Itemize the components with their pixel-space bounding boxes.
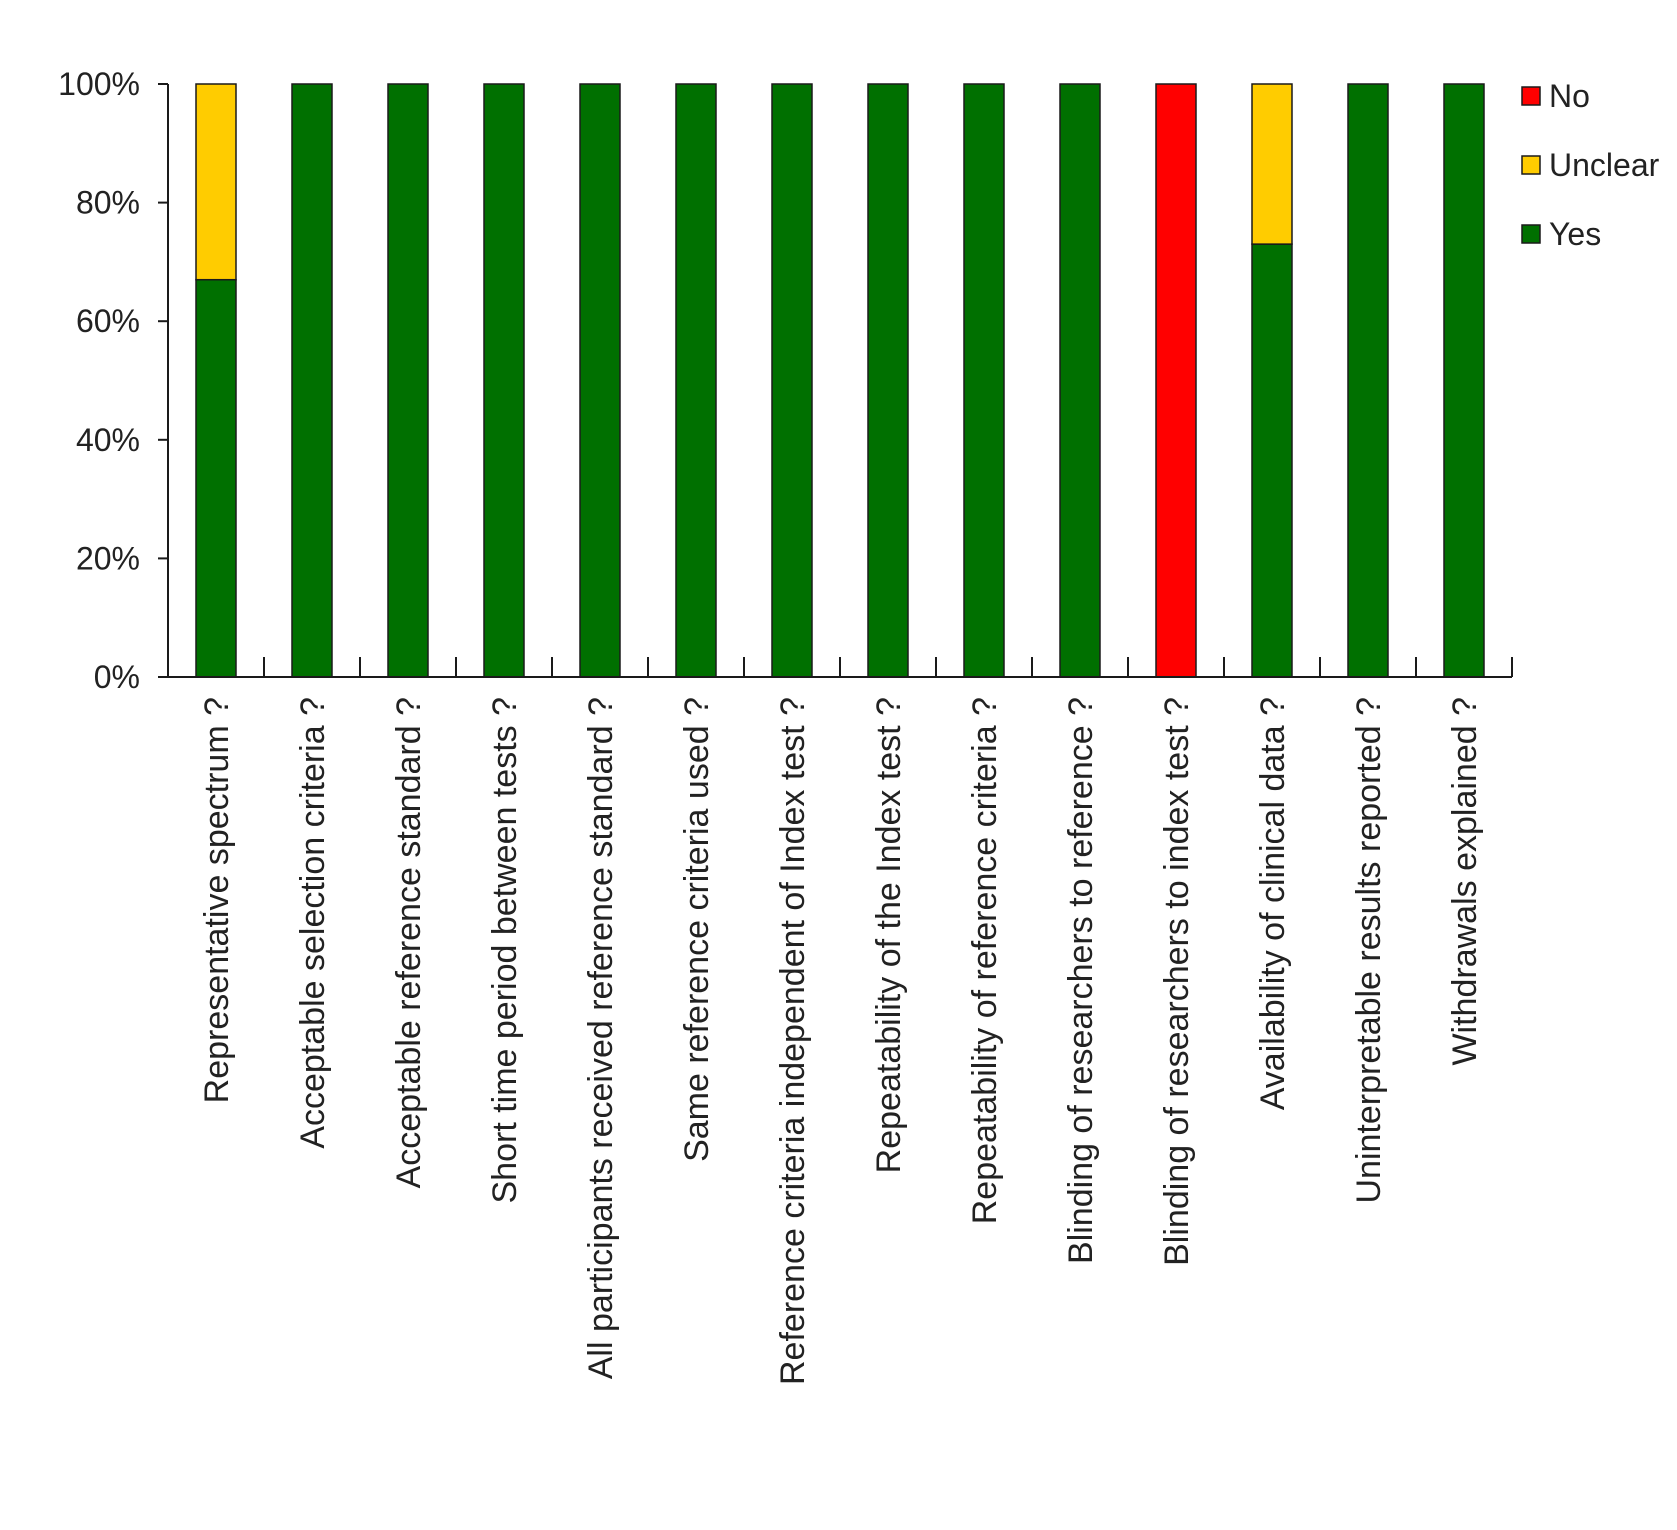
legend-label-no: No bbox=[1549, 78, 1590, 114]
category-label: Blinding of researchers to index test ? bbox=[1158, 697, 1196, 1266]
bar-yes-6 bbox=[675, 83, 717, 678]
legend-swatch-unclear bbox=[1521, 155, 1541, 175]
bar-yes-13 bbox=[1347, 83, 1389, 678]
category-label: Repeatability of the Index test ? bbox=[870, 697, 908, 1173]
y-tick-label: 100% bbox=[58, 66, 140, 102]
category-label: Acceptable selection criteria ? bbox=[294, 697, 332, 1149]
legend-item-no: No bbox=[1521, 78, 1590, 114]
bar-yes-9 bbox=[963, 83, 1005, 678]
bar-yes-7 bbox=[771, 83, 813, 678]
bar-yes-5 bbox=[579, 83, 621, 678]
category-label: Acceptable reference standard ? bbox=[390, 697, 428, 1188]
legend-swatch-yes bbox=[1521, 224, 1541, 244]
category-label: Same reference criteria used ? bbox=[678, 697, 716, 1162]
category-label: Uninterpretable results reported ? bbox=[1350, 697, 1388, 1204]
bar-unclear-12 bbox=[1251, 83, 1293, 245]
category-labels: Representative spectrum ? Acceptable sele… bbox=[198, 697, 1484, 1385]
y-tick-labels: 0% 20% 40% 60% 80% 100% bbox=[58, 66, 140, 695]
category-label: All participants received reference stan… bbox=[582, 697, 620, 1379]
y-tick-label: 40% bbox=[76, 422, 140, 458]
category-label: Reference criteria independent of Index … bbox=[774, 697, 812, 1385]
axes-layer bbox=[158, 83, 1513, 678]
legend-item-unclear: Unclear bbox=[1521, 147, 1660, 183]
bar-no-11 bbox=[1155, 83, 1197, 678]
legend-label-yes: Yes bbox=[1549, 216, 1601, 252]
legend-swatch-no bbox=[1521, 86, 1541, 106]
y-tick-label: 60% bbox=[76, 303, 140, 339]
bar-yes-10 bbox=[1059, 83, 1101, 678]
bar-yes-3 bbox=[387, 83, 429, 678]
bar-yes-2 bbox=[291, 83, 333, 678]
bar-yes-12 bbox=[1251, 243, 1293, 678]
category-label: Repeatability of reference criteria ? bbox=[966, 697, 1004, 1224]
category-label: Blinding of researchers to reference ? bbox=[1062, 697, 1100, 1264]
bar-yes-8 bbox=[867, 83, 909, 678]
category-label: Withdrawals explained ? bbox=[1446, 697, 1484, 1066]
y-tick-label: 20% bbox=[76, 540, 140, 576]
bar-yes-1 bbox=[195, 278, 237, 678]
y-tick-label: 0% bbox=[94, 659, 140, 695]
legend-label-unclear: Unclear bbox=[1549, 147, 1660, 183]
category-label: Availability of clinical data ? bbox=[1254, 697, 1292, 1110]
bar-yes-4 bbox=[483, 83, 525, 678]
category-label: Short time period between tests ? bbox=[486, 697, 524, 1204]
legend-item-yes: Yes bbox=[1521, 216, 1601, 252]
bar-yes-14 bbox=[1443, 83, 1485, 678]
category-label: Representative spectrum ? bbox=[198, 697, 236, 1103]
bar-unclear-1 bbox=[195, 83, 237, 281]
y-tick-label: 80% bbox=[76, 185, 140, 221]
legend: No Unclear Yes bbox=[1521, 78, 1660, 252]
bars-layer bbox=[195, 83, 1485, 678]
